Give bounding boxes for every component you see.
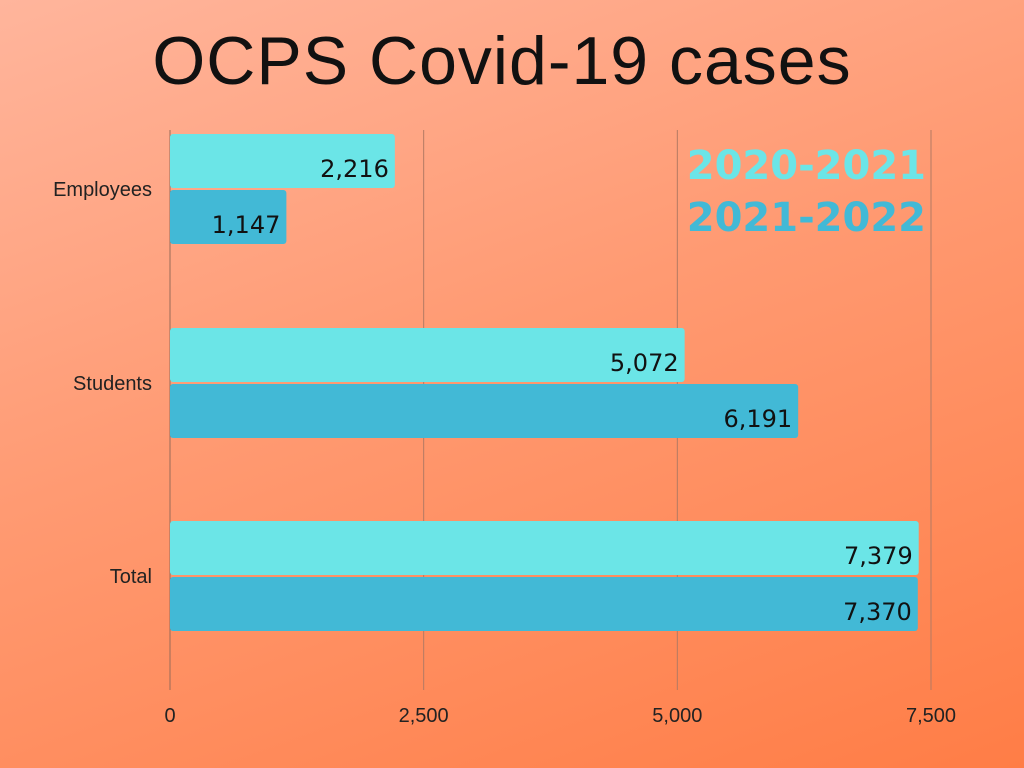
data-label-2020-2021-employees: 2,216 [320, 155, 389, 183]
x-tick-label-1: 2,500 [399, 705, 449, 727]
bar-2020-2021-total [170, 521, 919, 575]
data-label-2021-2022-employees: 1,147 [212, 211, 281, 239]
legend: 2020-2021 2021-2022 [687, 140, 926, 244]
category-label-students: Students [73, 373, 152, 395]
legend-entry-2020-2021: 2020-2021 [686, 143, 926, 189]
x-tick-label-2: 5,000 [652, 705, 702, 727]
category-label-total: Total [110, 566, 152, 588]
bar-2021-2022-total [170, 577, 918, 631]
bar-2021-2022-employees [170, 190, 287, 244]
x-tick-label-0: 0 [164, 705, 175, 727]
x-tick-label-3: 7,500 [906, 705, 956, 727]
data-label-2021-2022-total: 7,370 [843, 598, 912, 626]
bar-2020-2021-employees [170, 134, 395, 188]
chart-title: OCPS Covid-19 cases [152, 23, 852, 99]
data-label-2021-2022-students: 6,191 [723, 405, 792, 433]
legend-entry-2021-2022: 2021-2022 [686, 195, 926, 241]
bar-2020-2021-students [170, 328, 685, 382]
data-label-2020-2021-students: 5,072 [610, 349, 679, 377]
bar-2021-2022-students [170, 384, 799, 438]
data-label-2020-2021-total: 7,379 [844, 542, 913, 570]
category-label-employees: Employees [53, 179, 152, 201]
